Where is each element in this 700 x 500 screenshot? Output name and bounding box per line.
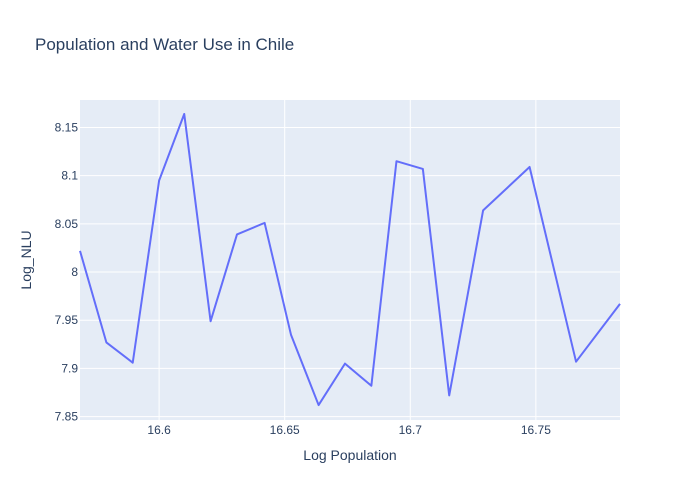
y-tick-label: 8.1 (61, 169, 78, 183)
chart-title: Population and Water Use in Chile (35, 35, 294, 54)
x-tick-label: 16.65 (270, 423, 300, 437)
y-tick-label: 7.85 (55, 410, 79, 424)
series-layer (79, 112, 621, 407)
x-tick-label: 16.75 (521, 423, 551, 437)
y-tick-label: 7.95 (55, 313, 79, 327)
y-tick-label: 7.9 (61, 361, 78, 375)
x-axis-ticks: 16.6 16.65 16.7 16.75 (147, 423, 551, 437)
y-axis-title: Log_NLU (18, 230, 34, 289)
x-axis-title: Log Population (303, 447, 396, 463)
y-axis-ticks: 7.85 7.9 7.95 8 8.05 8.1 8.15 (55, 120, 79, 423)
x-tick-label: 16.6 (147, 423, 171, 437)
y-tick-label: 8.05 (55, 217, 79, 231)
x-tick-label: 16.7 (399, 423, 423, 437)
plot-background (80, 100, 620, 420)
y-tick-label: 8.15 (55, 120, 79, 134)
y-tick-label: 8 (71, 265, 78, 279)
